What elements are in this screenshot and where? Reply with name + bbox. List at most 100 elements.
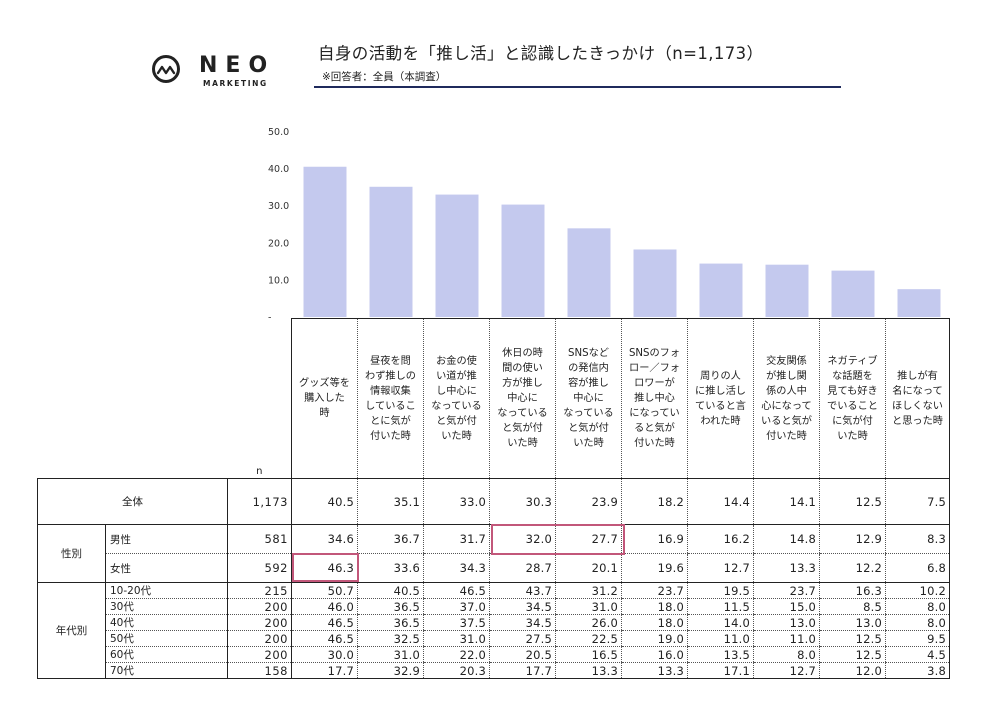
value-cell: 40.5 [357, 582, 424, 599]
n-cell: 215 [227, 582, 292, 599]
value-cell: 31.0 [357, 646, 424, 663]
y-tick-label: - [268, 313, 271, 321]
column-header-line: 推し中心 [634, 393, 675, 404]
row-label: 女性 [105, 553, 228, 583]
column-header: グッズ等を 購入した時 [291, 318, 358, 479]
value-cell: 31.7 [423, 524, 490, 554]
value-cell: 18.0 [621, 598, 688, 615]
value-cell: 13.0 [819, 614, 886, 631]
value-cell: 40.5 [291, 478, 358, 525]
value-cell: 12.7 [753, 662, 820, 679]
value-cell: 11.0 [687, 630, 754, 647]
column-header: 推しが有 名になって ほしくない と思った時 [885, 318, 950, 479]
column-header-line: 昼夜を問 [370, 355, 411, 367]
value-cell: 16.0 [621, 646, 688, 663]
value-cell: 20.3 [423, 662, 490, 679]
value-cell: 10.2 [885, 582, 950, 599]
column-header-line: と気が付 [568, 423, 609, 434]
n-cell: 592 [227, 553, 292, 583]
value-cell: 32.0 [489, 524, 556, 554]
n-cell: 200 [227, 630, 292, 647]
column-header-line: 付いた時 [766, 430, 807, 442]
value-cell: 13.0 [753, 614, 820, 631]
crosstab-table: n グッズ等を 購入した時昼夜を問 わず推しの 情報収集 しているこ とに気が 付いた時 お金の… [37, 318, 950, 679]
value-cell: 4.5 [885, 646, 950, 663]
column-header-line: 中心に [507, 393, 538, 404]
bar [567, 228, 611, 317]
column-header-line: ほしくない [892, 400, 943, 412]
value-cell: 17.1 [687, 662, 754, 679]
logo-subword: MARKETING [203, 79, 268, 88]
value-cell: 18.0 [621, 614, 688, 631]
column-header-line: 周りの人 [700, 370, 741, 382]
value-cell: 36.7 [357, 524, 424, 554]
row-label: 30代 [105, 598, 228, 615]
column-header: 昼夜を問 わず推しの 情報収集 しているこ とに気が 付いた時 [357, 318, 424, 479]
neo-marketing-logo: NEO MARKETING [150, 52, 280, 92]
column-header: 交友関係 が推し関 係の人中 心になって いると気が 付いた時 [753, 318, 820, 479]
column-header-line: と気が付 [502, 423, 543, 434]
value-cell: 46.5 [291, 630, 358, 647]
value-cell: 34.3 [423, 553, 490, 583]
value-cell: 13.3 [621, 662, 688, 679]
value-cell: 12.2 [819, 553, 886, 583]
column-header-line: 交友関係 [766, 355, 807, 367]
wave-in-circle-icon [152, 55, 180, 83]
column-header-line: いた時 [837, 430, 868, 442]
value-cell: 8.0 [885, 598, 950, 615]
row-label-total: 全体 [37, 478, 228, 525]
value-cell: 16.3 [819, 582, 886, 599]
value-cell: 8.5 [819, 598, 886, 615]
value-cell: 23.7 [621, 582, 688, 599]
n-cell: 1,173 [227, 478, 292, 525]
value-cell: 27.7 [555, 524, 622, 554]
column-header-line: な話題を [832, 370, 873, 382]
column-header-line: いた時 [573, 438, 604, 449]
value-cell: 16.2 [687, 524, 754, 554]
row-label: 70代 [105, 662, 228, 679]
column-header-line: と思った時 [892, 415, 943, 427]
value-cell: 12.9 [819, 524, 886, 554]
row-label: 40代 [105, 614, 228, 631]
value-cell: 6.8 [885, 553, 950, 583]
column-header: SNSなど の発信内 容が推し 中心に なっている と気が付 いた時 [555, 318, 622, 479]
group-label-age: 年代別 [37, 582, 106, 679]
value-cell: 17.7 [291, 662, 358, 679]
column-header: SNSのフォ ロー／フォ ロワーが 推し中心 になってい ると気が 付いた時 [621, 318, 688, 479]
value-cell: 43.7 [489, 582, 556, 599]
column-header-line: ると気が [634, 423, 675, 434]
row-label: 10-20代 [105, 582, 228, 599]
value-cell: 34.5 [489, 614, 556, 631]
value-cell: 30.0 [291, 646, 358, 663]
value-cell: 34.5 [489, 598, 556, 615]
value-cell: 16.5 [555, 646, 622, 663]
group-label-gender: 性別 [37, 524, 106, 583]
column-header-line: になってい [629, 408, 680, 419]
column-header-line: なっている [497, 408, 548, 419]
column-header-line: わず推しの [365, 370, 416, 382]
column-header-line: 見ても好き [827, 385, 878, 397]
value-cell: 12.0 [819, 662, 886, 679]
column-header-line: の発信内 [568, 363, 609, 374]
value-cell: 46.0 [291, 598, 358, 615]
column-header-line: いた時 [441, 430, 472, 442]
n-cell: 200 [227, 646, 292, 663]
value-cell: 33.6 [357, 553, 424, 583]
column-header-line: 係の人中 [766, 385, 807, 397]
value-cell: 35.1 [357, 478, 424, 525]
value-cell: 7.5 [885, 478, 950, 525]
column-header-line: われた時 [700, 415, 741, 427]
value-cell: 22.5 [555, 630, 622, 647]
column-header-line: 付いた時 [370, 430, 411, 442]
column-header-line: 購入した [304, 393, 345, 404]
value-cell: 50.7 [291, 582, 358, 599]
value-cell: 8.3 [885, 524, 950, 554]
value-cell: 32.9 [357, 662, 424, 679]
value-cell: 11.5 [687, 598, 754, 615]
title-underline [314, 86, 841, 88]
value-cell: 32.5 [357, 630, 424, 647]
column-header-line: ていると言 [695, 400, 746, 412]
column-header-line: 情報収集 [370, 385, 411, 397]
value-cell: 12.5 [819, 630, 886, 647]
value-cell: 36.5 [357, 614, 424, 631]
